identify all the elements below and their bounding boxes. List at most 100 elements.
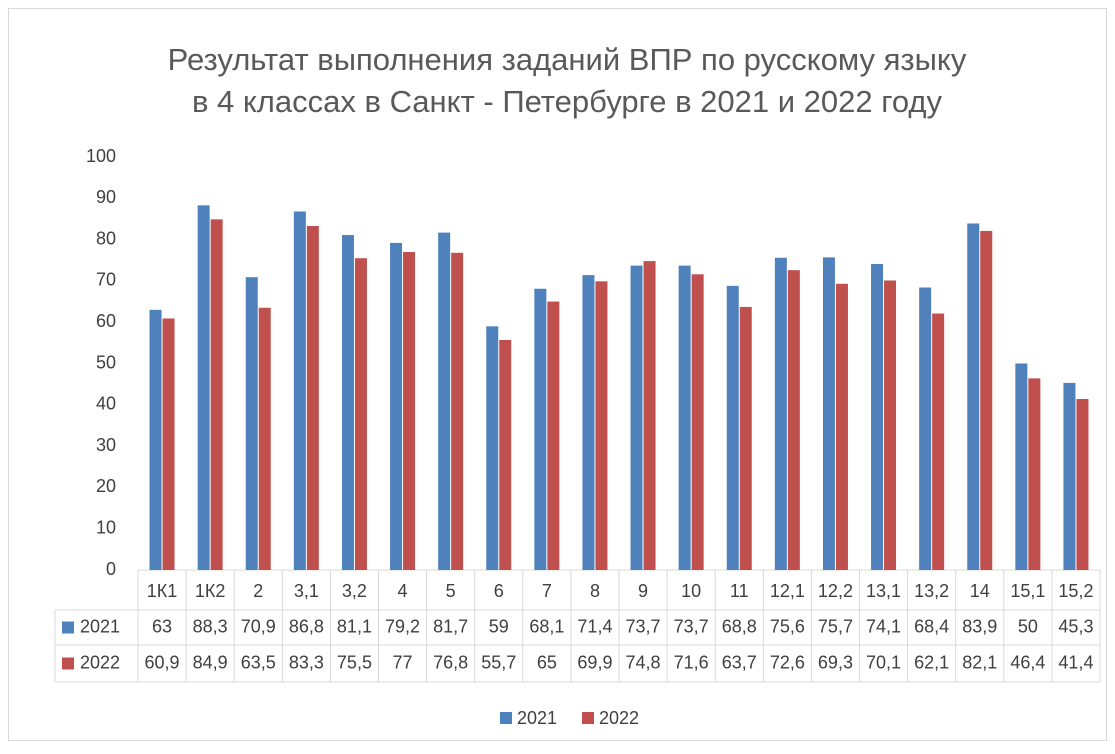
table-value: 63	[152, 616, 172, 636]
y-tick-label: 40	[96, 394, 116, 414]
x-tick-label: 6	[494, 581, 504, 601]
x-tick-label: 15,2	[1058, 581, 1093, 601]
bar	[630, 265, 643, 570]
x-tick-label: 1К2	[195, 581, 226, 601]
bar	[149, 309, 162, 570]
table-value: 81,7	[433, 616, 468, 636]
bar	[306, 225, 319, 570]
table-value: 71,4	[577, 616, 612, 636]
x-tick-label: 1К1	[147, 581, 178, 601]
table-value: 88,3	[193, 616, 228, 636]
table-value: 69,9	[577, 652, 612, 672]
table-value: 75,5	[337, 652, 372, 672]
table-value: 75,7	[818, 616, 853, 636]
y-tick-label: 30	[96, 435, 116, 455]
x-tick-label: 9	[638, 581, 648, 601]
bar	[822, 257, 835, 570]
bar	[258, 307, 271, 570]
bar	[774, 257, 787, 570]
bar	[739, 306, 752, 570]
legend-label: 2021	[517, 708, 557, 728]
table-value: 74,8	[626, 652, 661, 672]
bar	[787, 270, 800, 570]
x-tick-label: 5	[446, 581, 456, 601]
table-value: 68,4	[914, 616, 949, 636]
x-tick-label: 12,1	[770, 581, 805, 601]
bar	[643, 261, 656, 570]
bar	[1076, 399, 1089, 570]
bar	[486, 326, 499, 570]
x-tick-label: 8	[590, 581, 600, 601]
table-value: 65	[537, 652, 557, 672]
table-value: 63,5	[241, 652, 276, 672]
legend-key	[500, 712, 512, 724]
bar	[534, 288, 547, 570]
bar	[451, 252, 464, 571]
y-tick-label: 100	[86, 146, 116, 166]
y-tick-label: 80	[96, 228, 116, 248]
bar	[932, 313, 945, 570]
x-tick-label: 2	[253, 581, 263, 601]
table-value: 46,4	[1010, 652, 1045, 672]
table-value: 59	[489, 616, 509, 636]
chart-title: в 4 классах в Санкт - Петербурге в 2021 …	[192, 84, 943, 119]
y-tick-label: 10	[96, 517, 116, 537]
x-tick-label: 3,2	[342, 581, 367, 601]
table-series-name: 2022	[80, 652, 120, 672]
x-tick-label: 7	[542, 581, 552, 601]
table-value: 63,7	[722, 652, 757, 672]
table-value: 62,1	[914, 652, 949, 672]
bar	[210, 219, 223, 570]
bar	[726, 285, 739, 570]
x-tick-label: 10	[681, 581, 701, 601]
y-tick-label: 90	[96, 187, 116, 207]
bar	[919, 287, 932, 570]
bar	[547, 301, 560, 570]
table-value: 79,2	[385, 616, 420, 636]
bar	[245, 277, 258, 570]
table-value: 81,1	[337, 616, 372, 636]
y-tick-label: 70	[96, 270, 116, 290]
y-tick-label: 0	[106, 559, 116, 579]
bar	[293, 211, 306, 571]
x-tick-label: 3,1	[294, 581, 319, 601]
table-value: 70,9	[241, 616, 276, 636]
table-value: 83,3	[289, 652, 324, 672]
table-value: 77	[393, 652, 413, 672]
bar	[390, 242, 403, 571]
table-value: 68,8	[722, 616, 757, 636]
table-value: 83,9	[962, 616, 997, 636]
bar	[162, 318, 175, 570]
table-legend-key	[62, 621, 74, 634]
bar	[1015, 363, 1028, 570]
x-tick-label: 15,1	[1010, 581, 1045, 601]
table-value: 60,9	[145, 652, 180, 672]
x-tick-label: 4	[398, 581, 408, 601]
table-value: 41,4	[1058, 652, 1093, 672]
bar	[835, 283, 848, 570]
table-value: 84,9	[193, 652, 228, 672]
y-tick-label: 60	[96, 311, 116, 331]
bar	[499, 339, 512, 570]
legend-key	[582, 712, 594, 724]
x-tick-label: 11	[730, 581, 749, 601]
bar	[1063, 382, 1076, 570]
chart-title: Результат выполнения заданий ВПР по русс…	[168, 42, 967, 77]
bar	[678, 265, 691, 570]
bar	[871, 263, 884, 570]
bar	[691, 274, 704, 570]
table-value: 70,1	[866, 652, 901, 672]
bar	[197, 205, 210, 571]
y-tick-label: 20	[96, 476, 116, 496]
table-legend-key	[62, 657, 74, 670]
bar	[341, 235, 354, 570]
x-tick-label: 13,1	[866, 581, 901, 601]
bar	[1028, 378, 1041, 570]
bar	[438, 232, 451, 571]
table-value: 72,6	[770, 652, 805, 672]
table-value: 73,7	[674, 616, 709, 636]
y-tick-label: 50	[96, 352, 116, 372]
table-value: 75,6	[770, 616, 805, 636]
bar	[354, 258, 367, 570]
x-tick-label: 14	[970, 581, 990, 601]
